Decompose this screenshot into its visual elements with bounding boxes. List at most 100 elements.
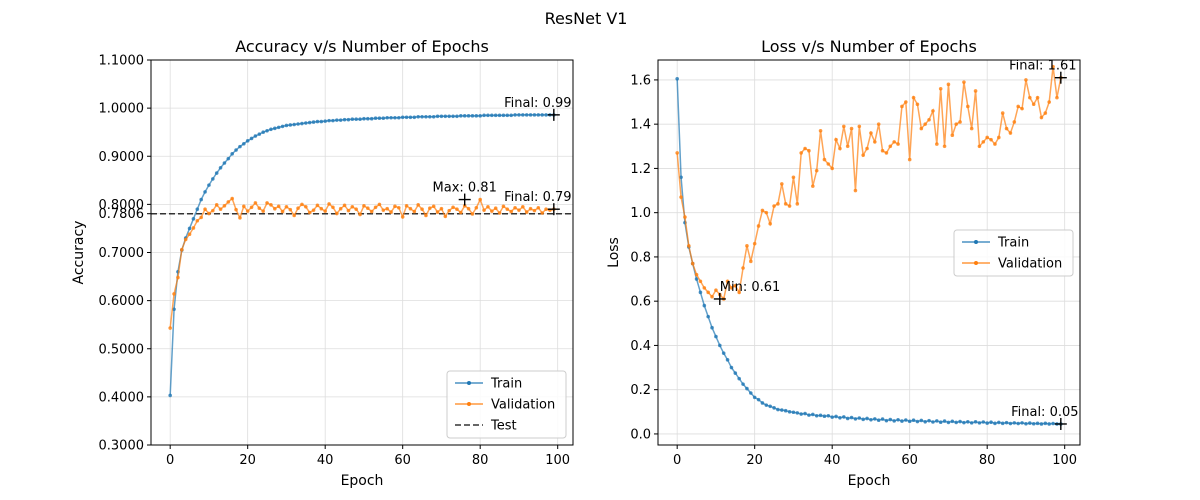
loss-data-point-train [1004,420,1009,425]
loss-data-point-train [772,406,776,410]
accuracy-data-point-train [300,121,304,126]
accuracy-chart-title: Accuracy v/s Number of Epochs [235,37,489,56]
accuracy-x-tick-label: 0 [166,453,174,468]
accuracy-data-point-validation [373,205,378,210]
loss-data-point-train [907,419,912,424]
loss-data-point-validation [725,279,730,284]
accuracy-data-point-validation [187,232,192,237]
loss-data-point-train [803,411,807,416]
loss-data-point-train [919,418,924,423]
loss-data-point-train [741,382,745,386]
accuracy-data-point-train [424,114,428,119]
accuracy-legend-box [446,370,567,439]
accuracy-data-point-validation [358,212,362,217]
accuracy-y-tick-label: 0.9000 [99,150,145,165]
accuracy-data-point-validation [346,208,351,213]
loss-data-point-train [795,411,800,415]
loss-data-point-validation [942,144,947,149]
loss-y-tick-label: 0.4 [630,339,651,354]
figure-suptitle: ResNet V1 [545,9,628,28]
accuracy-legend: Train Validation Test [446,370,567,439]
loss-data-point-train [884,418,889,423]
loss-data-point-train [714,334,718,339]
accuracy-data-point-validation [513,205,517,210]
loss-data-point-validation [1035,95,1040,100]
accuracy-data-point-validation [439,206,444,211]
loss-legend: Train Validation [953,229,1074,277]
accuracy-chart: Max: 0.81 Final: 0.79 Final: 0.99 0 20 40 60 80… [71,37,574,489]
accuracy-y-tick-label: 0.5000 [99,342,145,357]
accuracy-data-point-validation [269,203,273,207]
accuracy-x-tick-label: 20 [239,453,256,468]
accuracy-data-point-validation [257,206,262,211]
loss-data-point-validation [714,288,718,292]
loss-legend-label: Validation [998,257,1062,272]
accuracy-data-point-validation [307,210,312,215]
accuracy-data-point-train [284,123,289,128]
loss-data-point-train [981,420,986,424]
loss-data-point-validation [733,283,738,288]
loss-series-line-train [676,78,1061,425]
loss-data-point-validation [869,131,873,135]
accuracy-data-point-train [459,114,463,118]
loss-x-tick-label: 60 [901,453,918,468]
loss-data-point-validation [752,241,757,246]
accuracy-data-point-validation [447,208,451,213]
loss-data-point-validation [729,286,734,290]
loss-annotation-marker: Final: 0.05 [1011,405,1079,430]
loss-data-point-train [834,414,838,419]
accuracy-data-point-train [443,114,448,119]
loss-data-point-validation [1051,64,1055,69]
loss-legend-swatch-marker [974,261,978,265]
loss-data-point-validation [745,244,749,248]
loss-y-axis-label: Loss [606,237,622,268]
loss-data-point-train [1047,422,1051,426]
accuracy-data-point-train [242,141,246,146]
loss-data-point-train [911,418,916,423]
accuracy-data-point-validation [315,203,320,208]
accuracy-data-point-train [203,190,207,194]
accuracy-y-tick-label: 0.4000 [99,390,145,405]
loss-data-point-train [814,413,819,418]
loss-data-point-validation [849,126,854,131]
loss-data-point-validation [834,137,838,142]
loss-x-tick-label: 20 [746,453,763,468]
accuracy-data-point-validation [524,210,529,214]
accuracy-data-point-train [311,120,316,124]
loss-data-point-train [1039,422,1044,426]
loss-data-point-validation [706,290,710,295]
accuracy-data-point-validation [350,204,355,209]
loss-data-point-train [830,415,834,419]
accuracy-data-point-train [540,113,544,117]
accuracy-data-point-validation [300,202,304,207]
accuracy-data-point-train [455,114,459,119]
accuracy-data-point-validation [497,211,502,215]
accuracy-data-point-train [288,123,293,127]
loss-data-point-train [915,419,920,424]
loss-data-point-validation [954,122,958,126]
loss-data-point-validation [1039,115,1044,120]
accuracy-data-point-validation [521,204,525,209]
accuracy-data-point-validation [435,210,440,214]
accuracy-data-point-train [416,114,420,119]
loss-data-point-validation [811,184,815,188]
loss-data-point-train [842,415,846,419]
loss-data-point-train [737,376,741,381]
accuracy-data-point-train [451,114,455,119]
loss-data-point-validation [876,122,881,126]
loss-data-point-train [989,420,993,425]
loss-data-point-train [799,412,803,416]
accuracy-data-point-train [474,114,479,118]
loss-y-tick-label: 0.2 [630,383,651,398]
accuracy-data-point-train [482,113,486,118]
loss-data-point-validation [950,133,955,138]
accuracy-data-point-validation [304,204,308,209]
accuracy-data-point-validation [443,214,448,219]
loss-axes-frame [657,59,1081,446]
loss-data-point-validation [694,272,699,277]
accuracy-data-point-train [187,226,192,231]
accuracy-data-point-train [261,130,265,134]
loss-data-point-train [876,418,881,423]
loss-data-point-validation [900,104,904,109]
accuracy-data-point-train [199,197,203,202]
